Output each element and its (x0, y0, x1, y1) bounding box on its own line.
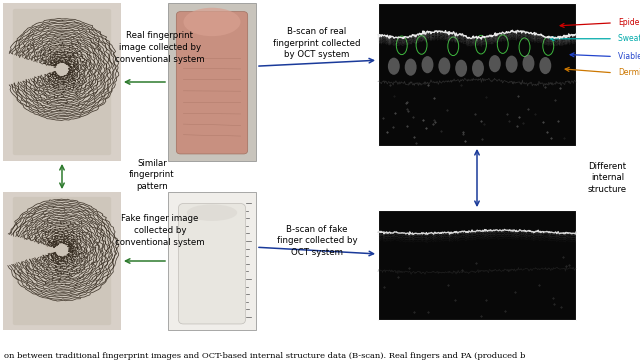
Text: B-scan of real
fingerprint collected
by OCT system: B-scan of real fingerprint collected by … (273, 27, 361, 59)
FancyBboxPatch shape (13, 9, 111, 155)
Text: Real fingerprint
image collected by
conventional system: Real fingerprint image collected by conv… (115, 31, 205, 64)
Ellipse shape (187, 205, 237, 221)
Text: Viable epidermis: Viable epidermis (618, 52, 640, 61)
Ellipse shape (472, 60, 484, 77)
FancyBboxPatch shape (177, 12, 248, 154)
Circle shape (44, 44, 80, 79)
Ellipse shape (184, 8, 241, 36)
Text: Different
internal
structure: Different internal structure (588, 162, 627, 194)
Ellipse shape (388, 58, 400, 75)
Ellipse shape (506, 56, 518, 73)
FancyBboxPatch shape (168, 3, 256, 161)
FancyBboxPatch shape (179, 203, 246, 324)
Text: Fake finger image
collected by
conventional system: Fake finger image collected by conventio… (115, 214, 205, 247)
FancyBboxPatch shape (3, 192, 121, 330)
Ellipse shape (522, 55, 534, 72)
Ellipse shape (404, 59, 417, 76)
Circle shape (44, 225, 80, 261)
Text: Similar
fingerprint
pattern: Similar fingerprint pattern (129, 159, 175, 191)
Text: B-scan of fake
finger collected by
OCT system: B-scan of fake finger collected by OCT s… (276, 225, 357, 257)
FancyBboxPatch shape (168, 192, 256, 330)
Ellipse shape (540, 57, 551, 74)
Text: Sweat gland: Sweat gland (618, 34, 640, 43)
FancyBboxPatch shape (378, 3, 576, 146)
FancyBboxPatch shape (378, 210, 576, 320)
Text: Dermis: Dermis (618, 68, 640, 77)
Text: Epidermis: Epidermis (618, 18, 640, 27)
Ellipse shape (455, 60, 467, 77)
Ellipse shape (438, 58, 451, 75)
Ellipse shape (489, 55, 500, 72)
Text: on between traditional fingerprint images and OCT-based internal structure data : on between traditional fingerprint image… (4, 352, 525, 360)
FancyBboxPatch shape (13, 197, 111, 325)
Ellipse shape (422, 56, 433, 73)
FancyBboxPatch shape (3, 3, 121, 161)
